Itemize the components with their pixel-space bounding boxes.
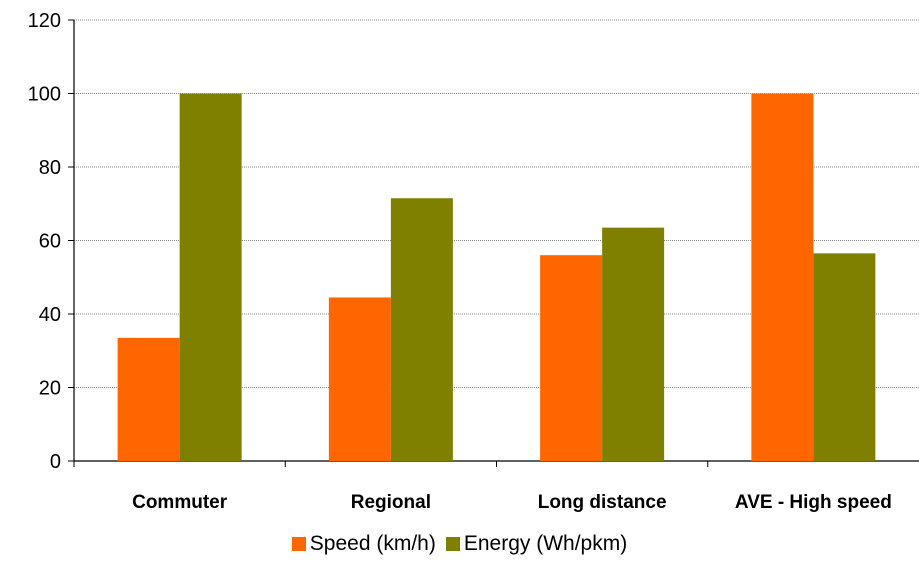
legend-item-energy: Energy (Wh/pkm) xyxy=(445,532,628,556)
bar-speed xyxy=(540,255,603,461)
y-tick-label: 0 xyxy=(50,451,61,473)
y-tick-label: 100 xyxy=(28,84,61,106)
bar-speed xyxy=(328,297,391,461)
legend-label-energy: Energy (Wh/pkm) xyxy=(463,532,628,555)
x-tick-label: Regional xyxy=(351,492,431,513)
legend: Speed (km/h) Energy (Wh/pkm) xyxy=(0,532,919,556)
bar-speed xyxy=(117,337,180,461)
bar-energy xyxy=(813,253,876,461)
bar-energy xyxy=(390,198,453,462)
bar-energy xyxy=(602,227,665,461)
legend-swatch-speed xyxy=(291,537,306,551)
x-tick-label: Commuter xyxy=(132,492,228,513)
legend-swatch-energy xyxy=(445,537,460,551)
legend-label-speed: Speed (km/h) xyxy=(309,532,436,555)
y-tick-label: 80 xyxy=(39,157,61,179)
legend-item-speed: Speed (km/h) xyxy=(291,532,436,556)
x-tick-label: Long distance xyxy=(538,492,667,513)
bar-energy xyxy=(179,93,242,461)
y-tick-label: 60 xyxy=(39,231,61,253)
x-tick-label: AVE - High speed xyxy=(735,492,892,513)
y-tick-label: 20 xyxy=(39,378,61,400)
y-tick-label: 120 xyxy=(28,10,61,32)
bar-speed xyxy=(751,93,814,461)
y-tick-label: 40 xyxy=(39,304,61,326)
